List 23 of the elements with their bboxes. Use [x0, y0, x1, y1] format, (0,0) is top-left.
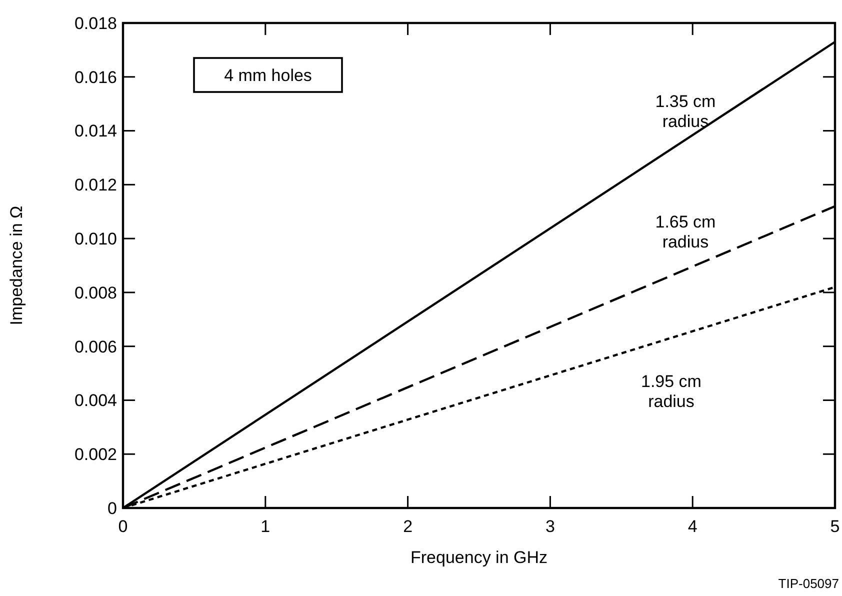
x-tick-label: 5	[830, 517, 840, 536]
y-tick-label: 0.010	[74, 230, 117, 249]
series-label: 1.95 cm radius	[641, 372, 702, 411]
x-tick-label: 3	[545, 517, 555, 536]
y-tick-label: 0.008	[74, 283, 117, 302]
y-tick-label: 0.016	[74, 68, 117, 87]
series-label: 1.65 cm radius	[655, 212, 716, 252]
y-tick-label: 0.006	[74, 337, 117, 356]
annotation: 4 mm holes	[224, 66, 312, 85]
text-box: 4 mm holes	[193, 57, 343, 93]
x-tick-label: 4	[688, 517, 698, 536]
x-tick-label: 1	[260, 517, 270, 536]
series-label: 1.35 cm radius	[655, 92, 716, 131]
y-tick-label: 0.014	[74, 122, 117, 141]
x-tick-label: 2	[403, 517, 413, 536]
y-axis-title: Impedance in Ω	[7, 206, 26, 326]
x-axis-title: Frequency in GHz	[410, 548, 548, 567]
y-tick-label: 0.002	[74, 445, 117, 464]
y-tick-label: 0	[108, 498, 117, 518]
text: TIP-05097	[778, 576, 839, 591]
y-tick-label: 0.012	[74, 176, 117, 195]
y-tick-label: 0.018	[74, 14, 117, 33]
y-tick-label: 0.004	[74, 391, 117, 410]
